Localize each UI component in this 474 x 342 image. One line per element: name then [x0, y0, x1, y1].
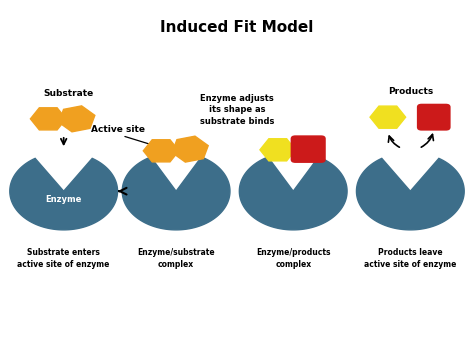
- Text: Enzyme/substrate
complex: Enzyme/substrate complex: [137, 248, 215, 269]
- FancyBboxPatch shape: [291, 135, 326, 163]
- Polygon shape: [370, 106, 406, 128]
- Polygon shape: [59, 106, 95, 132]
- Polygon shape: [260, 139, 296, 161]
- Text: Products leave
active site of enzyme: Products leave active site of enzyme: [364, 248, 456, 269]
- Text: Active site: Active site: [91, 125, 145, 134]
- Polygon shape: [122, 157, 230, 230]
- Polygon shape: [356, 158, 464, 230]
- Text: Induced Fit Model: Induced Fit Model: [160, 19, 314, 35]
- Polygon shape: [143, 140, 179, 162]
- Text: Substrate: Substrate: [43, 89, 93, 98]
- Polygon shape: [172, 136, 208, 162]
- Text: Enzyme/products
complex: Enzyme/products complex: [256, 248, 330, 269]
- Text: Substrate enters
active site of enzyme: Substrate enters active site of enzyme: [18, 248, 110, 269]
- Polygon shape: [30, 108, 66, 130]
- Polygon shape: [10, 158, 118, 230]
- Text: Enzyme adjusts
its shape as
substrate binds: Enzyme adjusts its shape as substrate bi…: [200, 94, 274, 126]
- Text: Enzyme: Enzyme: [46, 195, 82, 204]
- FancyBboxPatch shape: [417, 104, 451, 131]
- Text: Products: Products: [388, 87, 433, 96]
- Polygon shape: [239, 157, 347, 230]
